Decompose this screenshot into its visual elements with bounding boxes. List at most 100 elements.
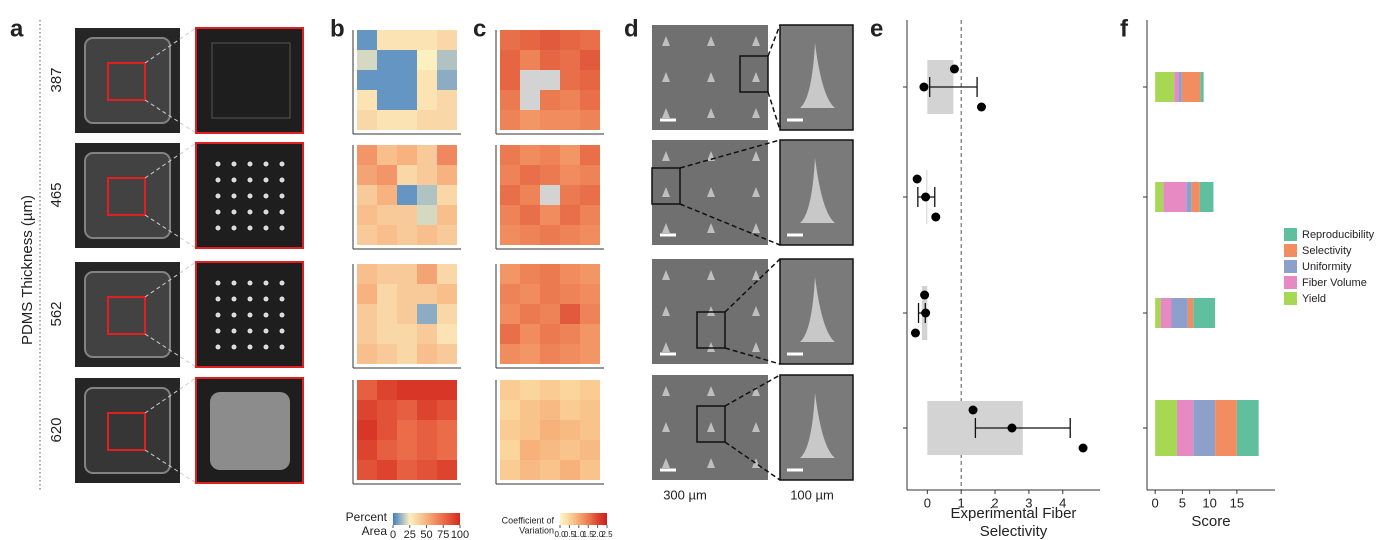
- zoom-connector: [768, 92, 780, 130]
- heatmap-cell: [520, 420, 540, 440]
- heatmap-cell: [560, 70, 580, 90]
- data-point: [977, 103, 986, 112]
- heatmap-cell: [540, 30, 560, 50]
- heatmap-cell: [377, 400, 397, 420]
- heatmap-cell: [437, 400, 457, 420]
- heatmap-cell: [580, 400, 600, 420]
- colorbar-label: Percent: [346, 510, 388, 524]
- photo-pdms: [85, 153, 170, 238]
- heatmap-cell: [500, 50, 520, 70]
- legend-swatch: [1284, 228, 1297, 241]
- heatmap-cell: [520, 324, 540, 344]
- heatmap-cell: [417, 70, 437, 90]
- zoom-dot: [280, 178, 285, 183]
- heatmap-cell: [540, 110, 560, 130]
- colorbar: [393, 513, 460, 525]
- zoom-dot: [248, 281, 253, 286]
- heatmap-cell: [437, 110, 457, 130]
- heatmap-cell: [560, 205, 580, 225]
- heatmap-cell: [357, 380, 377, 400]
- legend-swatch: [1284, 244, 1297, 257]
- heatmap-cell: [417, 90, 437, 110]
- heatmap-cell: [357, 145, 377, 165]
- heatmap-cell: [500, 165, 520, 185]
- heatmap-cell: [397, 344, 417, 364]
- heatmap-cell: [397, 304, 417, 324]
- zoom-dot: [264, 178, 269, 183]
- heatmap-cell: [357, 400, 377, 420]
- photo-pdms: [85, 388, 170, 473]
- heatmap-cell: [560, 110, 580, 130]
- heatmap-cell: [540, 205, 560, 225]
- heatmap-cell: [560, 264, 580, 284]
- heatmap-cell: [397, 400, 417, 420]
- heatmap-cell: [580, 70, 600, 90]
- zoom-dot: [232, 281, 237, 286]
- zoom-dot: [248, 210, 253, 215]
- heatmap-cell: [397, 145, 417, 165]
- panel-label: f: [1120, 15, 1129, 42]
- data-point: [950, 65, 959, 74]
- heatmap-cell: [397, 70, 417, 90]
- heatmap-cell: [560, 400, 580, 420]
- zoom-dot: [216, 178, 221, 183]
- heatmap-cell: [417, 440, 437, 460]
- zoom-dot: [280, 297, 285, 302]
- heatmap-cell: [500, 70, 520, 90]
- heatmap-cell: [520, 50, 540, 70]
- heatmap-cell: [397, 30, 417, 50]
- heatmap-cell: [580, 90, 600, 110]
- heatmap-cell: [437, 145, 457, 165]
- heatmap-cell: [580, 344, 600, 364]
- heatmap-cell: [377, 90, 397, 110]
- colorbar-tick-label: 100: [451, 529, 469, 540]
- legend-label: Reproducibility: [1302, 229, 1375, 241]
- heatmap-cell: [500, 304, 520, 324]
- zoom-dot: [280, 329, 285, 334]
- photo-pdms: [85, 272, 170, 357]
- bar-segment: [1161, 298, 1172, 328]
- heatmap-cell: [397, 50, 417, 70]
- heatmap-cell: [417, 324, 437, 344]
- heatmap-cell: [357, 165, 377, 185]
- legend-swatch: [1284, 292, 1297, 305]
- heatmap-cell: [540, 420, 560, 440]
- bar-segment: [1174, 72, 1178, 102]
- heatmap-cell: [377, 50, 397, 70]
- bar-segment: [1155, 298, 1160, 328]
- heatmap-cell: [560, 50, 580, 70]
- data-point: [919, 83, 928, 92]
- legend-label: Yield: [1302, 293, 1326, 305]
- heatmap-cell: [520, 70, 540, 90]
- heatmap-cell: [560, 165, 580, 185]
- zoom-dot: [216, 297, 221, 302]
- heatmap-cell: [377, 284, 397, 304]
- heatmap-cell: [580, 50, 600, 70]
- heatmap-cell: [500, 185, 520, 205]
- bar-segment: [1172, 298, 1188, 328]
- heatmap-cell: [540, 344, 560, 364]
- heatmap-cell: [540, 165, 560, 185]
- zoom-dot: [280, 281, 285, 286]
- heatmap-cell: [520, 225, 540, 245]
- zoom-dot: [264, 162, 269, 167]
- data-point: [911, 329, 920, 338]
- heatmap-cell: [520, 264, 540, 284]
- zoom-dot: [280, 226, 285, 231]
- heatmap-cell: [520, 110, 540, 130]
- heatmap-cell: [560, 440, 580, 460]
- scale-label: 300 µm: [663, 487, 707, 502]
- zoom-dot: [248, 297, 253, 302]
- zoom-dot: [232, 297, 237, 302]
- heatmap-cell: [417, 380, 437, 400]
- row-label: 620: [48, 417, 65, 442]
- colorbar-tick-label: 75: [437, 529, 449, 540]
- heatmap-cell: [540, 90, 560, 110]
- heatmap-cell: [540, 400, 560, 420]
- heatmap-cell: [397, 165, 417, 185]
- heatmap-cell: [540, 324, 560, 344]
- heatmap-cell: [437, 324, 457, 344]
- zoom-dot: [264, 329, 269, 334]
- heatmap-cell: [437, 225, 457, 245]
- heatmap-cell: [377, 324, 397, 344]
